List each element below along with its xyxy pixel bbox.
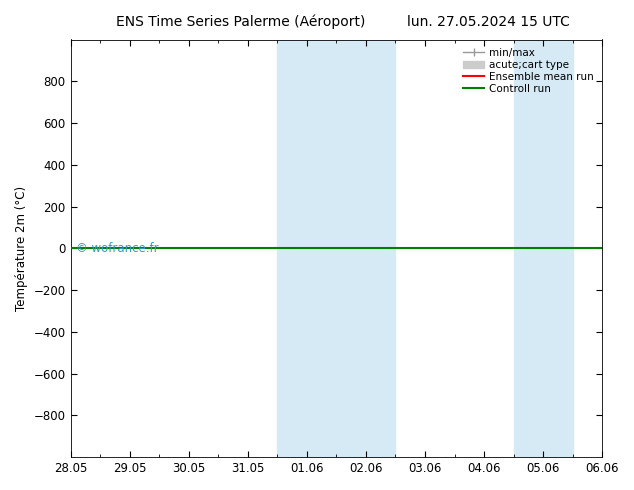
Legend: min/max, acute;cart type, Ensemble mean run, Controll run: min/max, acute;cart type, Ensemble mean …	[460, 45, 597, 97]
Bar	[514, 40, 573, 457]
Text: © wofrance.fr: © wofrance.fr	[76, 242, 158, 255]
Y-axis label: Température 2m (°C): Température 2m (°C)	[15, 186, 28, 311]
Text: lun. 27.05.2024 15 UTC: lun. 27.05.2024 15 UTC	[407, 15, 569, 29]
Bar	[277, 40, 396, 457]
Text: ENS Time Series Palerme (Aéroport): ENS Time Series Palerme (Aéroport)	[116, 15, 366, 29]
